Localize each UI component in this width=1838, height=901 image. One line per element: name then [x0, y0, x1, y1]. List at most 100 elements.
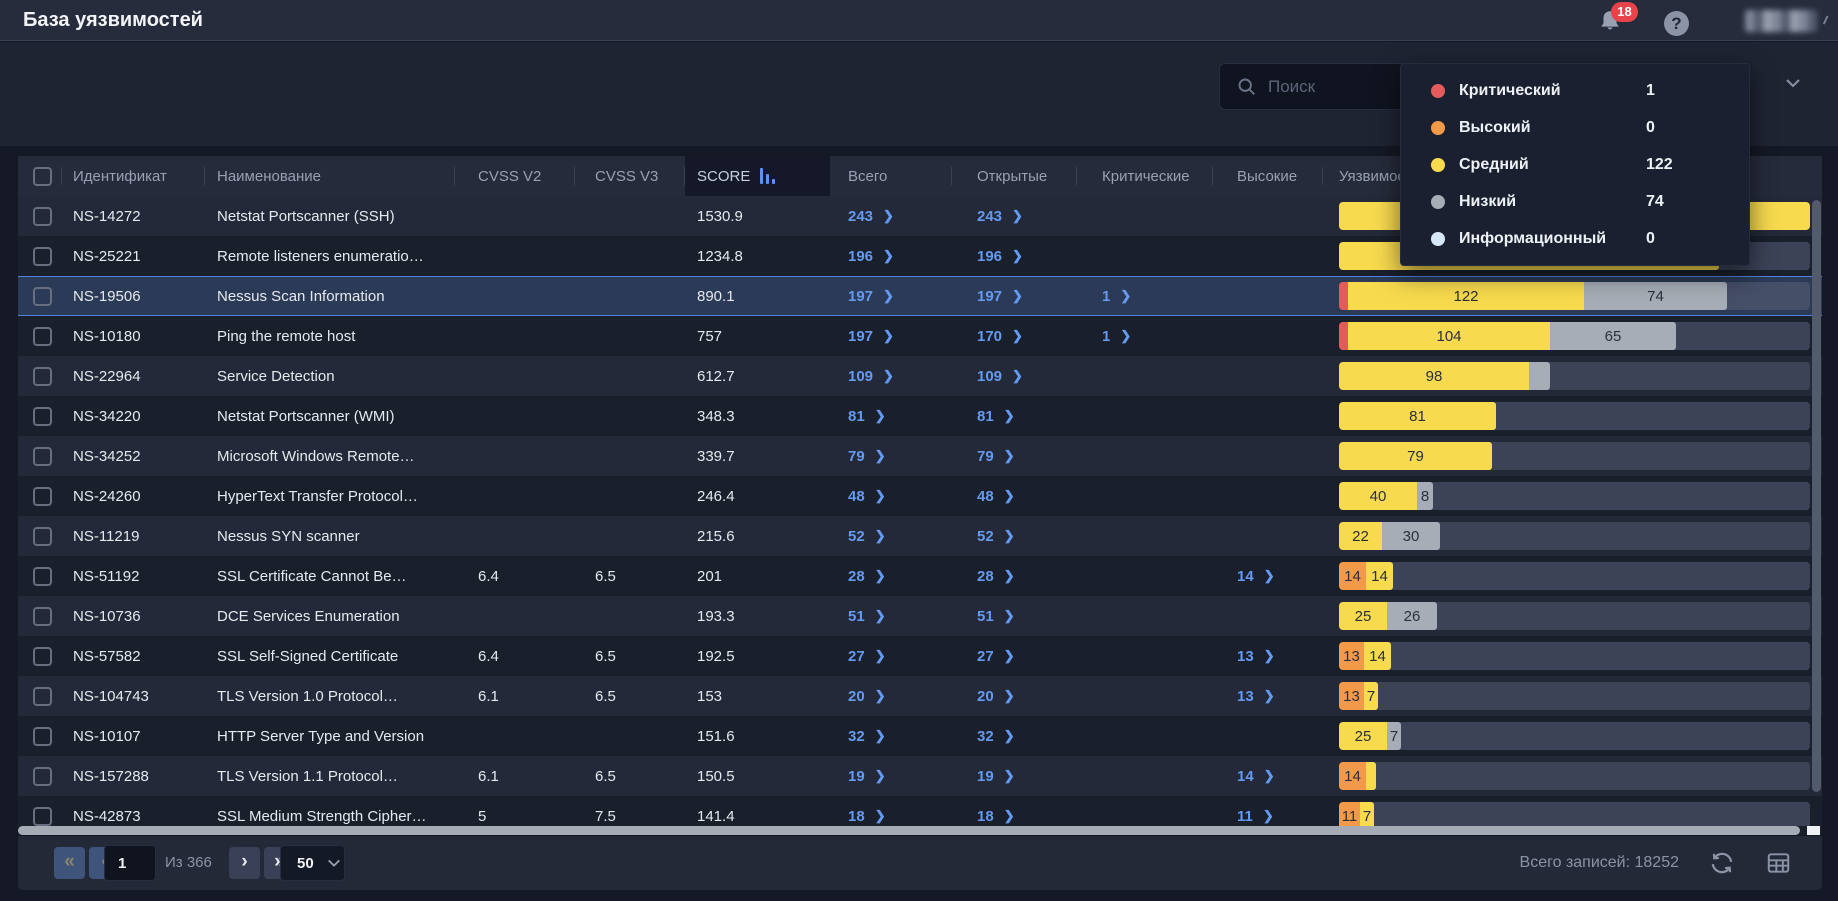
cell-open-link[interactable]: 81: [977, 407, 994, 425]
select-all-checkbox-cell[interactable]: [18, 156, 62, 196]
severity-bar[interactable]: 14 14: [1339, 562, 1810, 590]
cell-open[interactable]: 109 ❯: [952, 356, 1077, 396]
column-header-id[interactable]: Идентификат: [62, 156, 205, 196]
column-header-total[interactable]: Всего: [830, 156, 952, 196]
next-page-button[interactable]: ›: [229, 847, 260, 879]
cell-open[interactable]: 20 ❯: [952, 676, 1077, 716]
cell-total-link[interactable]: 197: [848, 327, 874, 345]
table-row[interactable]: NS-19506 Nessus Scan Information 890.1 197 ❯…: [18, 276, 1822, 316]
row-checkbox[interactable]: [33, 206, 52, 226]
severity-bar[interactable]: 104 65: [1339, 322, 1810, 350]
cell-total[interactable]: 197 ❯: [830, 277, 952, 315]
cell-total-link[interactable]: 48: [848, 487, 865, 505]
cell-high-link[interactable]: 13: [1237, 687, 1254, 705]
user-menu-caret-icon[interactable]: [1816, 12, 1829, 25]
table-row[interactable]: NS-42873 SSL Medium Strength Cipher… 5 7.5 1…: [18, 796, 1822, 826]
row-checkbox[interactable]: [33, 766, 52, 786]
cell-total[interactable]: 19 ❯: [830, 756, 952, 796]
severity-bar[interactable]: 13 14: [1339, 642, 1810, 670]
horizontal-scrollbar[interactable]: [18, 826, 1822, 835]
row-checkbox[interactable]: [33, 366, 52, 386]
cell-open[interactable]: 170 ❯: [952, 316, 1077, 356]
cell-total-link[interactable]: 109: [848, 367, 874, 385]
cell-total-link[interactable]: 19: [848, 767, 865, 785]
cell-total-link[interactable]: 52: [848, 527, 865, 545]
table-row[interactable]: NS-57582 SSL Self-Signed Certificate 6.4 6.…: [18, 636, 1822, 676]
vertical-scrollbar[interactable]: [1812, 200, 1821, 826]
cell-critical-link[interactable]: 1: [1102, 327, 1111, 345]
cell-high[interactable]: 11 ❯: [1213, 796, 1323, 826]
cell-total-link[interactable]: 20: [848, 687, 865, 705]
cell-total[interactable]: 109 ❯: [830, 356, 952, 396]
cell-open-link[interactable]: 243: [977, 207, 1003, 225]
horizontal-scrollbar-thumb[interactable]: [18, 826, 1800, 835]
cell-total[interactable]: 51 ❯: [830, 596, 952, 636]
table-row[interactable]: NS-104743 TLS Version 1.0 Protocol… 6.1 6.5…: [18, 676, 1822, 716]
cell-open-link[interactable]: 32: [977, 727, 994, 745]
cell-total-link[interactable]: 197: [848, 287, 874, 305]
row-checkbox[interactable]: [33, 646, 52, 666]
column-header-high[interactable]: Высокие: [1213, 156, 1323, 196]
cell-total-link[interactable]: 196: [848, 247, 874, 265]
table-row[interactable]: NS-10736 DCE Services Enumeration 193.3 51 ❯…: [18, 596, 1822, 636]
select-all-checkbox[interactable]: [33, 166, 52, 186]
cell-open[interactable]: 51 ❯: [952, 596, 1077, 636]
column-header-cvss3[interactable]: CVSS V3: [575, 156, 685, 196]
cell-total[interactable]: 52 ❯: [830, 516, 952, 556]
cell-open-link[interactable]: 19: [977, 767, 994, 785]
cell-open[interactable]: 81 ❯: [952, 396, 1077, 436]
cell-critical[interactable]: 1 ❯: [1077, 316, 1213, 356]
cell-critical[interactable]: 1 ❯: [1077, 277, 1213, 315]
row-checkbox[interactable]: [33, 246, 52, 266]
cell-total[interactable]: 197 ❯: [830, 316, 952, 356]
table-row[interactable]: NS-10180 Ping the remote host 757 197 ❯ 170 ❯ 1…: [18, 316, 1822, 356]
severity-bar[interactable]: 13 7: [1339, 682, 1810, 710]
row-checkbox[interactable]: [33, 406, 52, 426]
cell-total-link[interactable]: 243: [848, 207, 874, 225]
row-checkbox[interactable]: [33, 286, 52, 306]
cell-total-link[interactable]: 27: [848, 647, 865, 665]
vertical-scrollbar-thumb[interactable]: [1812, 200, 1821, 792]
cell-total[interactable]: 79 ❯: [830, 436, 952, 476]
cell-open-link[interactable]: 196: [977, 247, 1003, 265]
table-row[interactable]: NS-24260 HyperText Transfer Protocol… 246.…: [18, 476, 1822, 516]
cell-total[interactable]: 27 ❯: [830, 636, 952, 676]
cell-high-link[interactable]: 14: [1237, 767, 1254, 785]
page-number-input[interactable]: [104, 845, 156, 881]
refresh-icon[interactable]: [1709, 850, 1735, 876]
row-checkbox[interactable]: [33, 686, 52, 706]
row-checkbox[interactable]: [33, 606, 52, 626]
cell-open[interactable]: 196 ❯: [952, 236, 1077, 276]
cell-high[interactable]: 14 ❯: [1213, 756, 1323, 796]
cell-high[interactable]: 13 ❯: [1213, 636, 1323, 676]
user-name-redacted[interactable]: [1745, 10, 1817, 32]
cell-open-link[interactable]: 27: [977, 647, 994, 665]
severity-bar[interactable]: 11 7: [1339, 802, 1810, 826]
cell-total[interactable]: 243 ❯: [830, 196, 952, 236]
column-header-cvss2[interactable]: CVSS V2: [455, 156, 575, 196]
table-row[interactable]: NS-10107 HTTP Server Type and Version 151.…: [18, 716, 1822, 756]
severity-bar[interactable]: 122 74: [1339, 282, 1810, 310]
table-row[interactable]: NS-11219 Nessus SYN scanner 215.6 52 ❯ 52 ❯ 22 3…: [18, 516, 1822, 556]
cell-high-link[interactable]: 14: [1237, 567, 1254, 585]
table-row[interactable]: NS-34220 Netstat Portscanner (WMI) 348.3 81…: [18, 396, 1822, 436]
cell-total[interactable]: 28 ❯: [830, 556, 952, 596]
severity-bar[interactable]: 25 26: [1339, 602, 1810, 630]
cell-open-link[interactable]: 109: [977, 367, 1003, 385]
severity-bar[interactable]: 79: [1339, 442, 1810, 470]
table-row[interactable]: NS-51192 SSL Certificate Cannot Be… 6.4 6.5…: [18, 556, 1822, 596]
cell-open[interactable]: 28 ❯: [952, 556, 1077, 596]
severity-bar[interactable]: 40 8: [1339, 482, 1810, 510]
cell-open-link[interactable]: 28: [977, 567, 994, 585]
column-header-name[interactable]: Наименование: [205, 156, 455, 196]
first-page-button[interactable]: «: [54, 847, 85, 879]
cell-open[interactable]: 52 ❯: [952, 516, 1077, 556]
cell-open[interactable]: 79 ❯: [952, 436, 1077, 476]
cell-open-link[interactable]: 18: [977, 807, 994, 825]
cell-total[interactable]: 196 ❯: [830, 236, 952, 276]
cell-total-link[interactable]: 51: [848, 607, 865, 625]
column-header-score-sorted[interactable]: SCORE: [685, 156, 830, 196]
cell-total-link[interactable]: 79: [848, 447, 865, 465]
cell-open[interactable]: 197 ❯: [952, 277, 1077, 315]
row-checkbox[interactable]: [33, 726, 52, 746]
